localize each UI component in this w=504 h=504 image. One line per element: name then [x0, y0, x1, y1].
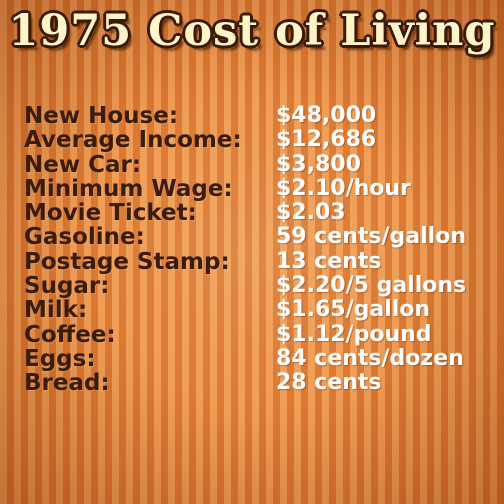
price-row-new-house: New House: $48,000	[24, 103, 494, 129]
item-label: Bread:	[24, 370, 110, 397]
item-value: $2.20/5 gallons	[276, 273, 467, 299]
item-value: 28 cents	[276, 370, 382, 396]
item-value: $1.65/gallon	[276, 297, 431, 323]
item-value: $3,800	[276, 151, 361, 177]
price-row-sugar: Sugar: $2.20/5 gallons	[24, 273, 494, 300]
item-label: Sugar:	[24, 273, 110, 300]
price-row-gasoline: Gasoline: 59 cents/gallon	[24, 224, 494, 251]
price-row-coffee: Coffee: $1.12/pound	[24, 321, 494, 348]
item-value: $1.12/pound	[276, 321, 432, 347]
poster-title: 1975 Cost of Living	[8, 6, 496, 56]
item-label: New Car:	[24, 151, 142, 178]
price-row-milk: Milk: $1.65/gallon	[24, 297, 494, 324]
price-row-average-income: Average Income: $12,686	[24, 127, 494, 154]
price-row-movie-ticket: Movie Ticket: $2.03	[24, 200, 494, 227]
item-value: 84 cents/dozen	[276, 345, 464, 371]
item-label: Postage Stamp:	[24, 248, 230, 275]
item-value: $2.03	[276, 200, 346, 226]
price-list: New House: $48,000 Average Income: $12,6…	[24, 104, 494, 396]
price-row-postage-stamp: Postage Stamp: 13 cents	[24, 248, 494, 275]
item-label: New House:	[24, 103, 179, 129]
item-value: $12,686	[276, 127, 377, 153]
item-label: Coffee:	[24, 321, 116, 348]
item-value: $48,000	[276, 103, 377, 128]
price-row-bread: Bread: 28 cents	[24, 370, 494, 397]
item-value: $2.10/hour	[276, 175, 411, 201]
price-row-minimum-wage: Minimum Wage: $2.10/hour	[24, 175, 494, 202]
price-row-new-car: New Car: $3,800	[24, 151, 494, 178]
price-row-eggs: Eggs: 84 cents/dozen	[24, 345, 494, 372]
item-label: Minimum Wage:	[24, 175, 233, 202]
item-value: 13 cents	[276, 248, 382, 274]
item-label: Average Income:	[24, 127, 242, 154]
item-label: Milk:	[24, 297, 88, 324]
item-label: Eggs:	[24, 345, 96, 372]
item-value: 59 cents/gallon	[276, 224, 466, 250]
item-label: Gasoline:	[24, 224, 145, 251]
item-label: Movie Ticket:	[24, 200, 197, 227]
